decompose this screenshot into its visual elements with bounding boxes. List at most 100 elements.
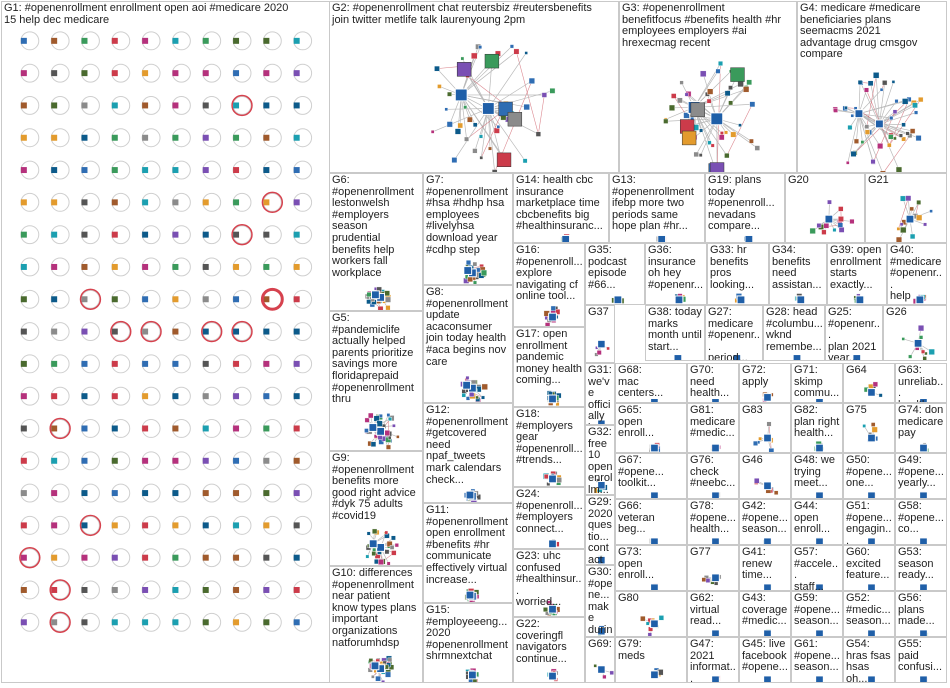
isolate-node bbox=[142, 619, 149, 626]
isolate-node bbox=[81, 587, 88, 593]
isolate-node bbox=[172, 167, 179, 174]
group-network-g50 bbox=[867, 491, 877, 498]
vertex-node bbox=[463, 105, 468, 110]
hub-node bbox=[597, 665, 606, 674]
vertex-node bbox=[465, 375, 470, 380]
group-network-g20 bbox=[809, 199, 855, 235]
hub-node bbox=[376, 426, 386, 436]
vertex-node bbox=[892, 109, 898, 114]
vertex-node bbox=[640, 615, 646, 622]
avatar-node bbox=[496, 152, 512, 167]
group-box-g22: G22: coveringfl navigators continue... bbox=[513, 617, 585, 683]
group-network-g73 bbox=[650, 583, 659, 590]
isolate-node bbox=[202, 619, 209, 626]
vertex-node bbox=[907, 133, 913, 139]
vertex-node bbox=[912, 102, 918, 109]
vertex-node bbox=[472, 122, 478, 128]
group-network-g31 bbox=[597, 419, 606, 424]
group-label-g28: G28: head #columbu... wknd remembe... bbox=[766, 306, 823, 353]
group-label-g1: G1: #openenrollment enrollment open aoi … bbox=[4, 2, 289, 26]
isolate-node bbox=[233, 70, 240, 77]
hub-node bbox=[854, 109, 864, 119]
vertex-node bbox=[921, 349, 926, 354]
group-label-g55: G55: paid confusi... bbox=[898, 638, 943, 674]
vertex-node bbox=[396, 435, 400, 439]
group-label-g78: G78: #opene... health... bbox=[690, 500, 736, 536]
isolate-node bbox=[51, 360, 58, 367]
vertex-node bbox=[447, 91, 452, 97]
group-label-g67: G67: #opene... toolkit... bbox=[618, 454, 664, 490]
group-network-g37 bbox=[594, 339, 610, 357]
vertex-node bbox=[864, 129, 871, 135]
group-box-g60: G60: excited feature... bbox=[843, 545, 895, 591]
vertex-node bbox=[366, 299, 372, 305]
group-box-g45: G45: live facebook #opene... bbox=[739, 637, 791, 683]
group-box-g17: G17: open enrollment pandemic money heal… bbox=[513, 327, 585, 407]
isolate-node bbox=[20, 490, 27, 497]
group-box-g81: G81: medicare #medic... bbox=[687, 403, 739, 453]
vertex-node bbox=[887, 142, 892, 148]
isolate-node bbox=[202, 457, 209, 464]
hub-node bbox=[732, 354, 742, 360]
group-network-g80 bbox=[640, 615, 664, 636]
group-label-g76: G76: check #neebc... bbox=[690, 454, 736, 490]
group-label-g46: G46 bbox=[742, 454, 763, 466]
isolate-node bbox=[111, 457, 118, 464]
isolate-node bbox=[202, 167, 209, 174]
vertex-node bbox=[862, 424, 866, 428]
group-box-g62: G62: virtual read... bbox=[687, 591, 739, 637]
isolate-node bbox=[233, 522, 240, 529]
vertex-node bbox=[457, 122, 463, 129]
group-network-g33 bbox=[734, 293, 746, 304]
isolate-node bbox=[51, 619, 58, 626]
vertex-node bbox=[550, 305, 556, 311]
isolate-node bbox=[142, 134, 149, 141]
group-network-g38 bbox=[673, 354, 683, 360]
group-box-g21: G21 bbox=[865, 173, 947, 243]
group-box-g4: G4: medicare #medicare beneficiaries pla… bbox=[797, 1, 947, 173]
isolate-node bbox=[20, 457, 27, 464]
isolate-node bbox=[142, 457, 149, 464]
vertex-node bbox=[391, 535, 396, 541]
group-box-g41: G41: renew time... bbox=[739, 545, 791, 591]
isolate-node bbox=[263, 457, 270, 464]
hub-node bbox=[867, 433, 876, 443]
isolate-node bbox=[172, 490, 179, 497]
hub-node bbox=[815, 491, 824, 498]
isolate-node bbox=[111, 296, 118, 303]
group-label-g27: G27: medicare #openenr... period... bbox=[708, 306, 760, 361]
group-label-g60: G60: excited feature... bbox=[846, 546, 890, 582]
isolate-node bbox=[20, 554, 27, 561]
isolate-node bbox=[263, 425, 270, 432]
group-network-g48 bbox=[815, 491, 824, 498]
vertex-node bbox=[596, 350, 602, 356]
group-network-g64 bbox=[863, 381, 883, 398]
group-box-g39: G39: open enrollment starts exactly... bbox=[827, 243, 887, 305]
avatar-node bbox=[681, 130, 697, 146]
isolate-node bbox=[172, 619, 179, 626]
isolate-node bbox=[172, 328, 179, 335]
group-network-g34 bbox=[794, 293, 806, 304]
group-network-g1 bbox=[19, 31, 313, 633]
isolate-node bbox=[202, 328, 209, 335]
hub-node bbox=[376, 543, 386, 552]
group-box-g11: G11: #openenrollment open enrollment #be… bbox=[423, 503, 513, 603]
vertex-node bbox=[902, 98, 909, 105]
isolate-node bbox=[20, 263, 27, 270]
vertex-node bbox=[464, 136, 470, 142]
isolate-node bbox=[293, 70, 300, 77]
vertex-node bbox=[479, 155, 484, 160]
group-label-g2: G2: #openenrollment chat reutersbiz #reu… bbox=[332, 2, 592, 26]
vertex-node bbox=[908, 354, 913, 359]
isolate-node bbox=[293, 425, 300, 432]
hub-node bbox=[711, 573, 720, 583]
hub-node bbox=[815, 537, 824, 544]
isolate-node bbox=[263, 328, 270, 335]
vertex-node bbox=[724, 152, 730, 159]
vertex-node bbox=[701, 577, 707, 582]
vertex-node bbox=[833, 108, 838, 113]
isolate-node bbox=[263, 102, 270, 109]
group-network-g14 bbox=[560, 233, 571, 242]
group-box-g73: G73: open enroll... bbox=[615, 545, 687, 591]
isolate-node bbox=[263, 522, 270, 529]
